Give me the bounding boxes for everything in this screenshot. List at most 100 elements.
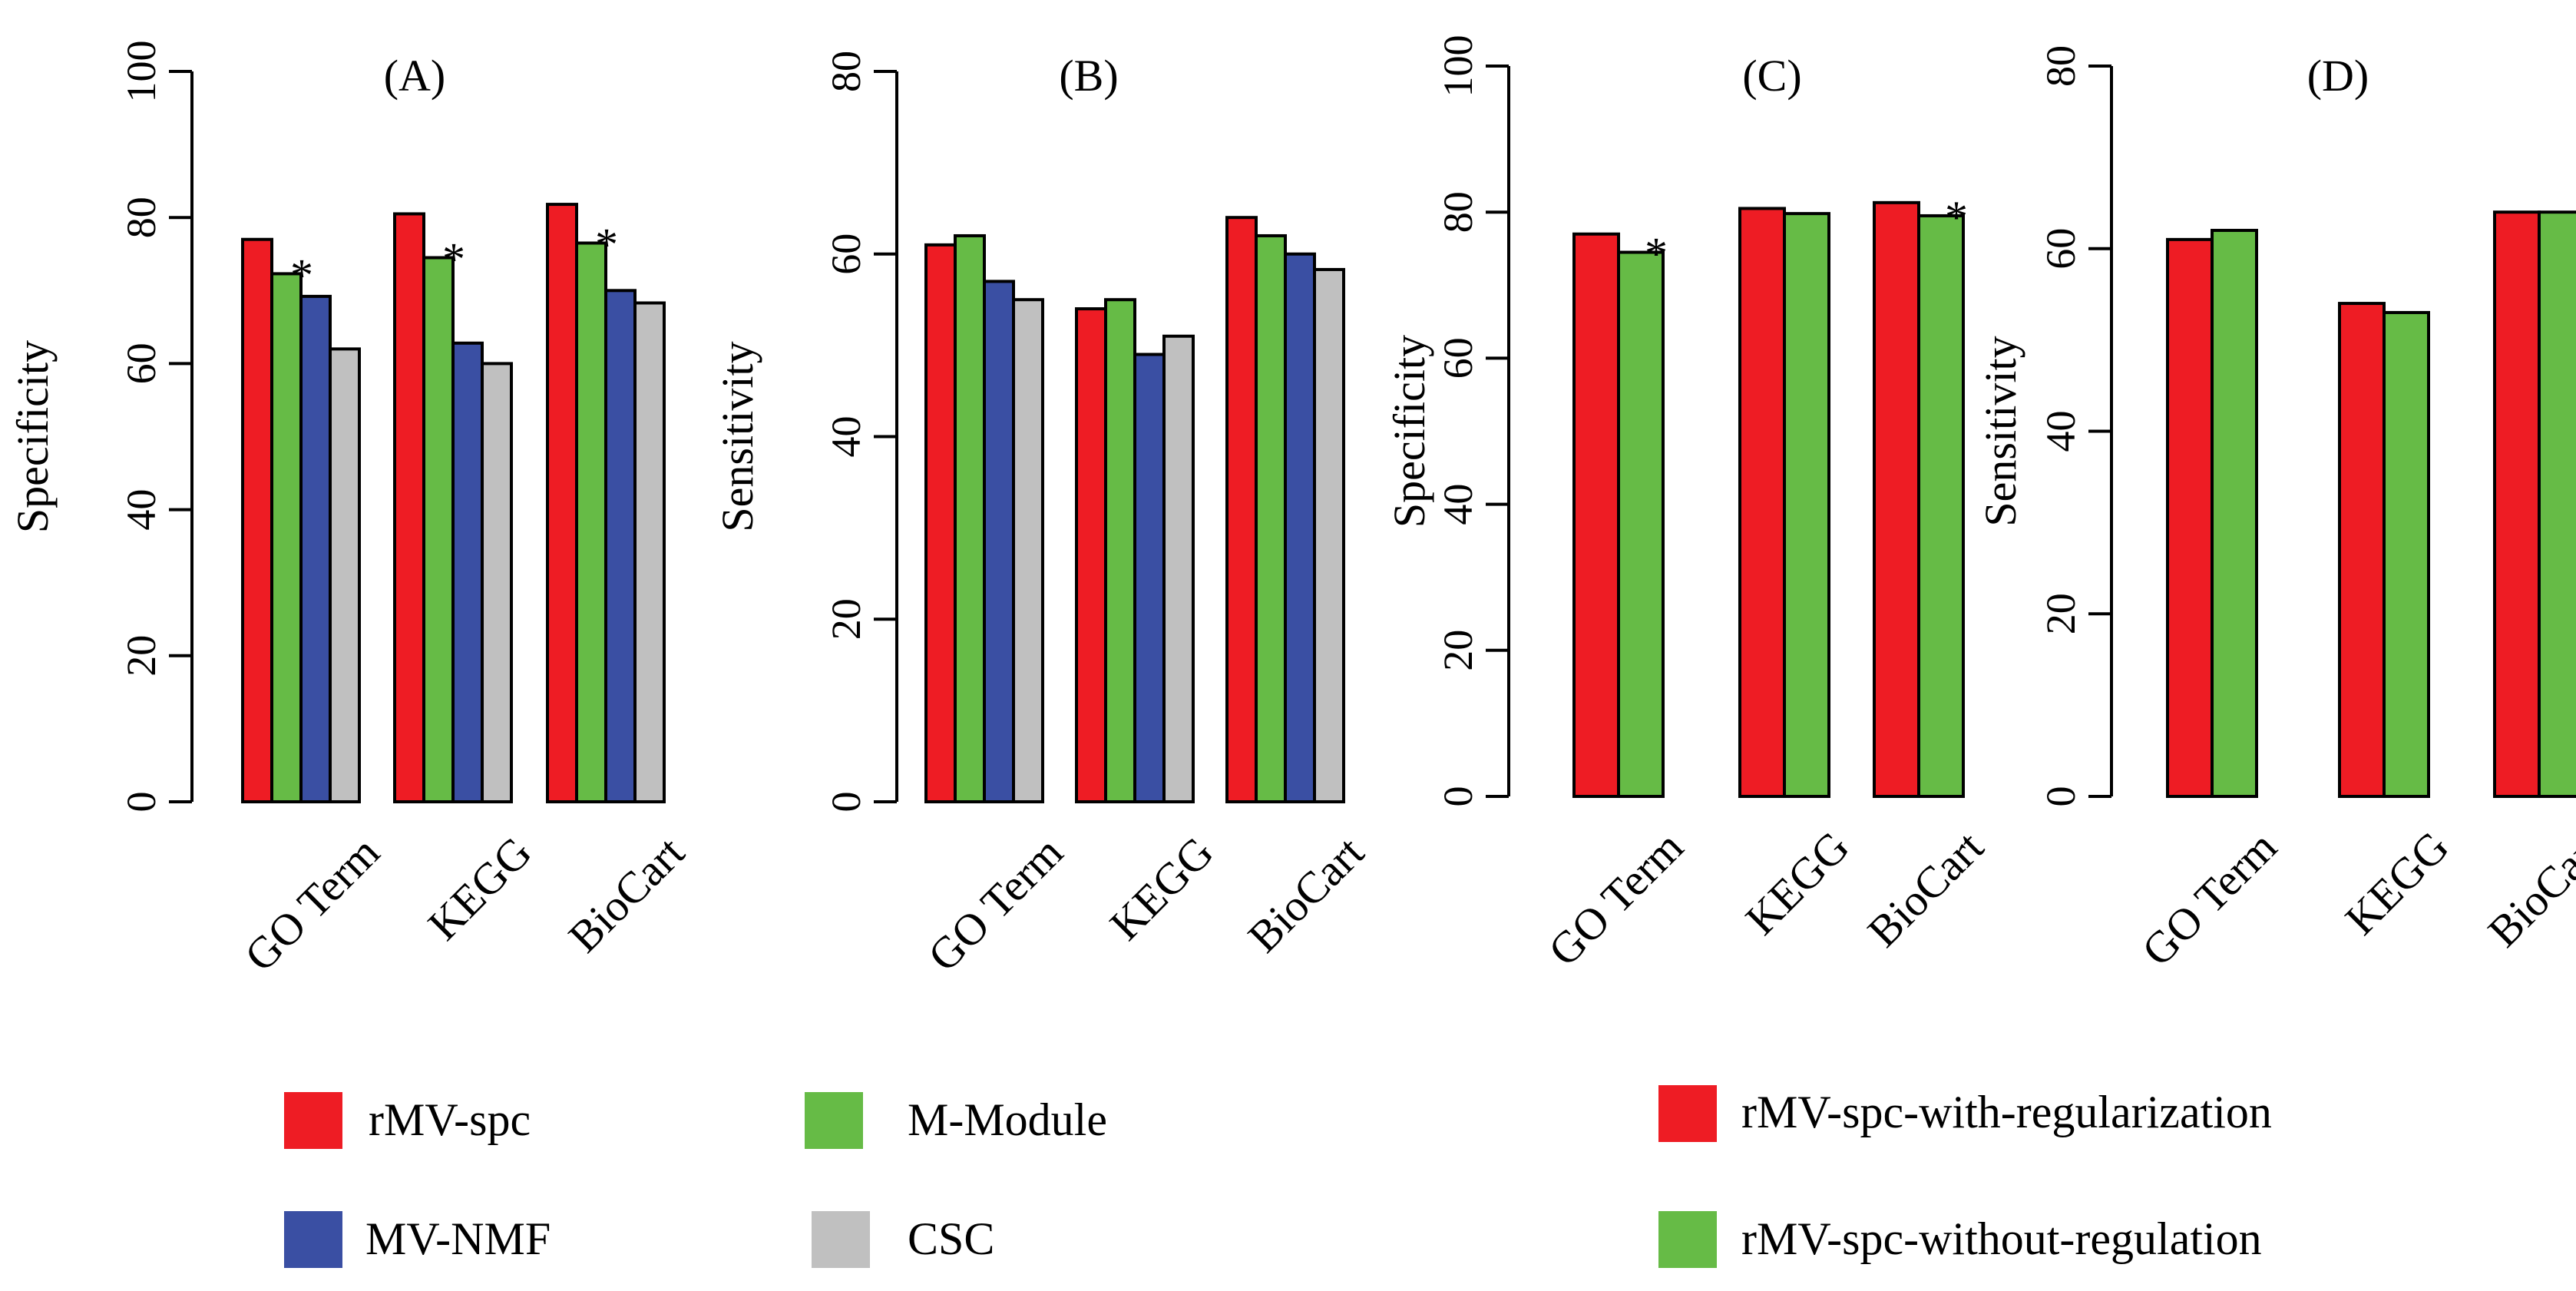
category-label: KEGG xyxy=(1100,827,1223,950)
bar-red xyxy=(1572,232,1620,799)
y-axis-title: Sensitivity xyxy=(1976,336,2025,526)
bar-red xyxy=(1738,207,1786,798)
legend-swatch-green xyxy=(1658,1211,1717,1268)
bar-green xyxy=(1255,233,1287,804)
legend-label: CSC xyxy=(908,1213,994,1264)
bar-green xyxy=(270,272,303,803)
bar-green xyxy=(1617,250,1665,798)
bar-red xyxy=(1225,216,1258,803)
significance-star: * xyxy=(1945,192,1968,243)
bar-red xyxy=(2338,302,2386,798)
category-label: KEGG xyxy=(418,827,541,950)
panel-title: (B) xyxy=(1059,51,1118,101)
y-tick-label: 60 xyxy=(1435,337,1481,379)
bar-blue xyxy=(604,289,637,803)
significance-star: * xyxy=(1645,229,1668,280)
bar-red xyxy=(924,243,957,803)
y-tick-label: 60 xyxy=(118,343,164,384)
category-label: BioCart xyxy=(1238,827,1374,962)
y-tick-label: 80 xyxy=(823,51,869,92)
y-tick-label: 100 xyxy=(118,41,164,103)
chart-panel-a: 0 20 40 60 80 100 Specificity (A) GO Term KEGG Bio… xyxy=(8,41,694,981)
bar-blue xyxy=(1133,353,1166,803)
bar-green xyxy=(2383,310,2430,798)
legend-swatch-red xyxy=(284,1092,342,1149)
bar-gray xyxy=(1313,267,1345,803)
legend-label: rMV-spc xyxy=(369,1094,531,1145)
bar-green xyxy=(575,241,607,803)
y-tick-label: 20 xyxy=(823,598,869,640)
bar-green xyxy=(2538,210,2576,798)
category-label: GO Term xyxy=(1539,822,1693,976)
category-label: BioCart xyxy=(2478,822,2576,957)
y-tick-label: 0 xyxy=(2038,786,2084,807)
legend-label: M-Module xyxy=(908,1094,1107,1145)
bar-gray xyxy=(633,301,666,804)
y-tick-label: 40 xyxy=(1435,484,1481,525)
bar-red xyxy=(2493,210,2541,798)
y-tick-label: 80 xyxy=(1435,191,1481,233)
y-tick-label: 20 xyxy=(2038,593,2084,634)
category-label: GO Term xyxy=(2132,822,2287,976)
significance-star: * xyxy=(595,219,618,270)
bar-green xyxy=(1917,214,1965,798)
panel-title: (D) xyxy=(2307,51,2369,101)
legend-swatch-gray xyxy=(812,1211,870,1268)
chart-panel-d: 0 20 40 60 80 Sensitivity (D) GO Term KEGG BioCar… xyxy=(1976,45,2576,975)
bar-blue xyxy=(983,280,1015,804)
y-axis-title: Sensitivity xyxy=(713,341,762,531)
legend-swatch-red xyxy=(1658,1085,1717,1142)
legend-label: MV-NMF xyxy=(365,1213,551,1264)
y-tick-label: 80 xyxy=(2038,45,2084,87)
y-tick-label: 60 xyxy=(2038,228,2084,270)
y-tick-label: 20 xyxy=(118,635,164,677)
bar-red xyxy=(546,203,578,804)
bar-green xyxy=(954,233,986,804)
bar-gray xyxy=(329,347,361,803)
panel-title: (C) xyxy=(1742,51,1801,101)
bar-blue xyxy=(1284,252,1316,803)
bar-gray xyxy=(481,362,513,803)
bar-gray xyxy=(1012,298,1044,803)
significance-star: * xyxy=(442,234,465,285)
legend-label: rMV-spc-without-regulation xyxy=(1741,1213,2262,1264)
y-tick-label: 60 xyxy=(823,233,869,275)
legend-swatch-green xyxy=(805,1092,863,1149)
y-axis-title: Specificity xyxy=(1384,335,1434,528)
y-tick-label: 40 xyxy=(823,416,869,458)
legend-regularization: rMV-spc-with-regularization rMV-spc-witho… xyxy=(1658,1085,2272,1268)
bar-green xyxy=(2211,228,2258,799)
y-tick-label: 40 xyxy=(118,489,164,531)
bar-blue xyxy=(299,294,332,803)
category-label: KEGG xyxy=(2336,822,2459,945)
significance-star: * xyxy=(290,250,313,300)
bar-green xyxy=(1783,212,1830,798)
panel-title: (A) xyxy=(384,51,446,101)
bar-blue xyxy=(451,341,484,804)
y-tick-label: 80 xyxy=(118,197,164,238)
bar-gray xyxy=(1162,334,1195,803)
y-tick-label: 100 xyxy=(1435,35,1481,98)
bar-red xyxy=(2166,237,2214,798)
legend-methods: rMV-spc M-Module MV-NMF CSC xyxy=(284,1092,1107,1268)
legend-label: rMV-spc-with-regularization xyxy=(1741,1087,2272,1137)
y-tick-label: 0 xyxy=(823,792,869,813)
y-tick-label: 20 xyxy=(1435,630,1481,671)
bar-green xyxy=(422,256,455,803)
bar-red xyxy=(241,237,273,804)
y-tick-label: 0 xyxy=(118,792,164,813)
bar-green xyxy=(1104,298,1136,803)
category-label: GO Term xyxy=(918,827,1073,981)
bar-red xyxy=(1075,307,1107,803)
bar-red xyxy=(393,212,425,803)
chart-panel-b: 0 20 40 60 80 Sensitivity (B) GO Term KEGG BioCar… xyxy=(713,51,1374,981)
category-label: GO Term xyxy=(235,827,389,981)
category-label: BioCart xyxy=(1858,822,1993,957)
chart-panel-c: 0 20 40 60 80 100 Specificity (C) GO Term KEGG Bio… xyxy=(1384,35,1993,976)
y-tick-label: 0 xyxy=(1435,786,1481,807)
category-label: KEGG xyxy=(1736,822,1859,945)
y-axis-title: Specificity xyxy=(8,340,58,533)
legend-swatch-blue xyxy=(284,1211,342,1268)
